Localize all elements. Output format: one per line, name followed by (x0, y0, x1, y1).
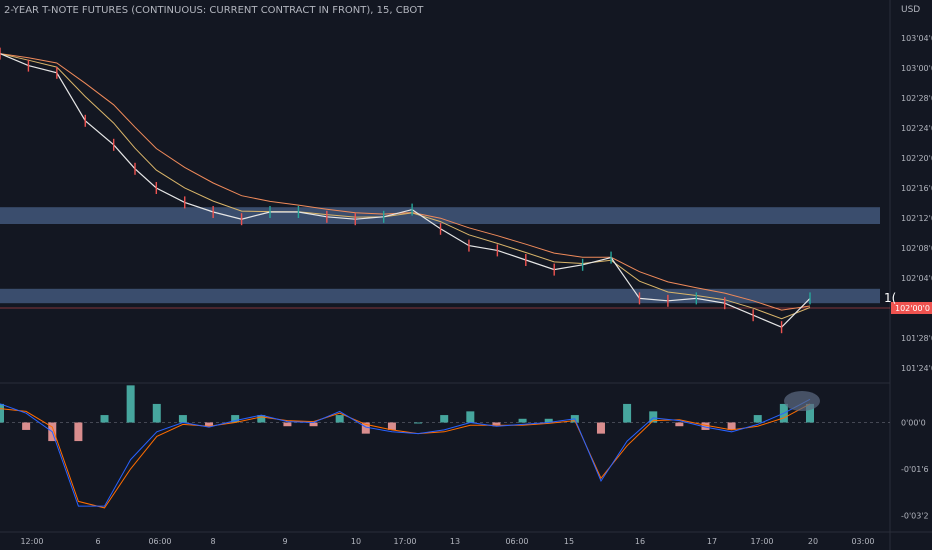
histogram-bar (231, 415, 240, 423)
histogram-bar (701, 422, 710, 430)
histogram-bar (0, 403, 4, 423)
histogram-bar (74, 422, 83, 442)
x-tick-label: 13 (450, 537, 460, 546)
histogram-bar (205, 422, 214, 427)
histogram-bar (361, 422, 370, 434)
histogram-bar (335, 415, 344, 423)
x-tick-label: 06:00 (148, 537, 171, 546)
x-tick-label: 9 (282, 537, 287, 546)
x-tick-label: 03:00 (851, 537, 874, 546)
x-tick-label: 17:00 (750, 537, 773, 546)
oscillator-macd-line (0, 398, 811, 507)
chart-title: 2-YEAR T-NOTE FUTURES (CONTINUOUS: CURRE… (4, 5, 424, 16)
histogram-bar (492, 422, 501, 427)
moving-average-fast (0, 53, 811, 311)
x-tick-label: 6 (95, 537, 100, 546)
x-tick-label: 10 (351, 537, 361, 546)
price-zone (0, 207, 880, 224)
price-zone (0, 288, 880, 304)
y-tick-label: 102'28'0 (901, 94, 932, 103)
zone-level-label: 1( (884, 291, 896, 305)
histogram-bar (257, 415, 266, 423)
y-tick-label: 101'24'0 (901, 364, 932, 373)
last-price-label: 102'00'0 (895, 304, 930, 313)
oscillator-tick-label: -0'03'2 (901, 511, 929, 520)
histogram-bar (727, 422, 736, 430)
last-price-badge (891, 302, 932, 314)
histogram-bar (152, 403, 161, 423)
y-tick-label: 101'28'0 (901, 334, 932, 343)
oscillator-signal-line (0, 403, 811, 509)
histogram-bar (309, 422, 318, 427)
oscillator-tick-label: 0'00'0 (901, 419, 926, 428)
y-tick-label: 102'20'0 (901, 154, 932, 163)
histogram-bar (414, 422, 423, 424)
histogram-bar (675, 422, 684, 427)
y-tick-label: 102'08'0 (901, 244, 932, 253)
histogram-bar (22, 422, 31, 430)
x-tick-label: 06:00 (505, 537, 528, 546)
y-tick-label: 103'04'0 (901, 34, 932, 43)
histogram-bar (440, 415, 449, 423)
histogram-bar (806, 403, 814, 423)
x-tick-label: 12:00 (20, 537, 43, 546)
price-line (0, 53, 811, 328)
oscillator-tick-label: -0'01'6 (901, 465, 929, 474)
histogram-bar (518, 418, 527, 423)
histogram-bar (753, 415, 762, 423)
histogram-bar (178, 415, 187, 423)
histogram-bar (283, 422, 292, 427)
y-tick-label: 102'16'0 (901, 184, 932, 193)
x-tick-label: 17:00 (393, 537, 416, 546)
x-tick-label: 20 (808, 537, 818, 546)
moving-average-mid (0, 53, 811, 320)
histogram-bar (544, 418, 553, 423)
x-tick-label: 8 (210, 537, 215, 546)
x-tick-label: 15 (564, 537, 574, 546)
x-tick-label: 17 (707, 537, 717, 546)
y-tick-label: 102'24'0 (901, 124, 932, 133)
currency-label: USD (901, 5, 921, 15)
y-tick-label: 102'04'0 (901, 274, 932, 283)
histogram-bar (126, 385, 135, 423)
histogram-bar (387, 422, 396, 430)
x-tick-label: 16 (635, 537, 645, 546)
histogram-bar (649, 411, 658, 423)
y-tick-label: 103'00'0 (901, 64, 932, 73)
histogram-bar (596, 422, 605, 434)
histogram-bar (466, 411, 475, 423)
histogram-bar (100, 415, 109, 423)
highlight-marker (784, 391, 820, 411)
y-tick-label: 102'12'0 (901, 214, 932, 223)
histogram-bar (623, 403, 632, 423)
